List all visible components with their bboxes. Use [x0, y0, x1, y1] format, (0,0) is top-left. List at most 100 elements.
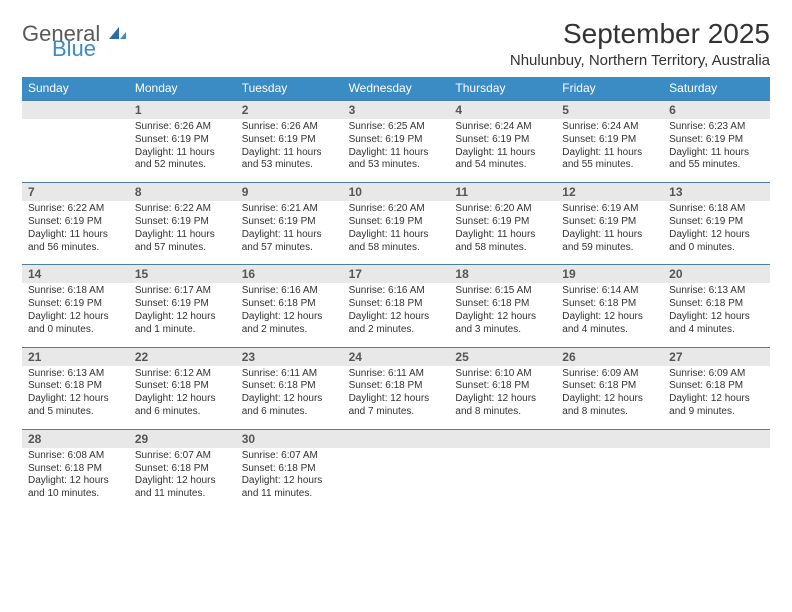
day-cell: Sunrise: 6:26 AMSunset: 6:19 PMDaylight:… [236, 119, 343, 182]
day-line: Sunset: 6:18 PM [242, 380, 339, 393]
day-cell: Sunrise: 6:08 AMSunset: 6:18 PMDaylight:… [22, 448, 129, 511]
day-line: Daylight: 12 hours [349, 393, 446, 406]
day-line: Sunrise: 6:17 AM [135, 285, 232, 298]
day-line: Daylight: 12 hours [349, 311, 446, 324]
day-line: Sunrise: 6:22 AM [28, 203, 125, 216]
day-line: Daylight: 12 hours [455, 311, 552, 324]
day-line: Sunset: 6:18 PM [242, 463, 339, 476]
day-line: Daylight: 11 hours [349, 147, 446, 160]
day-line: Sunrise: 6:13 AM [669, 285, 766, 298]
day-number: 27 [663, 348, 770, 366]
day-line: Sunrise: 6:16 AM [349, 285, 446, 298]
day-line: Daylight: 12 hours [562, 393, 659, 406]
day-number [22, 101, 129, 119]
day-number: 23 [236, 348, 343, 366]
day-cell: Sunrise: 6:24 AMSunset: 6:19 PMDaylight:… [449, 119, 556, 182]
day-line: and 8 minutes. [455, 406, 552, 419]
day-line: Daylight: 12 hours [455, 393, 552, 406]
day-cell: Sunrise: 6:13 AMSunset: 6:18 PMDaylight:… [22, 366, 129, 429]
day-cell: Sunrise: 6:17 AMSunset: 6:19 PMDaylight:… [129, 283, 236, 346]
day-line: and 4 minutes. [669, 324, 766, 337]
weekday-header: SundayMondayTuesdayWednesdayThursdayFrid… [22, 77, 770, 100]
day-line: and 54 minutes. [455, 159, 552, 172]
day-line: Daylight: 11 hours [562, 229, 659, 242]
day-number: 7 [22, 183, 129, 201]
day-number [556, 430, 663, 448]
day-cell: Sunrise: 6:14 AMSunset: 6:18 PMDaylight:… [556, 283, 663, 346]
day-line: Sunset: 6:19 PM [669, 134, 766, 147]
day-line: Sunrise: 6:11 AM [242, 368, 339, 381]
day-line: Sunrise: 6:20 AM [455, 203, 552, 216]
day-cell: Sunrise: 6:15 AMSunset: 6:18 PMDaylight:… [449, 283, 556, 346]
week-data-row: Sunrise: 6:22 AMSunset: 6:19 PMDaylight:… [22, 201, 770, 264]
day-cell: Sunrise: 6:26 AMSunset: 6:19 PMDaylight:… [129, 119, 236, 182]
day-cell [343, 448, 450, 511]
day-cell: Sunrise: 6:21 AMSunset: 6:19 PMDaylight:… [236, 201, 343, 264]
day-line: Sunset: 6:18 PM [455, 380, 552, 393]
day-line: Daylight: 12 hours [28, 311, 125, 324]
day-line: Sunset: 6:19 PM [135, 134, 232, 147]
day-number: 17 [343, 265, 450, 283]
day-cell: Sunrise: 6:16 AMSunset: 6:18 PMDaylight:… [236, 283, 343, 346]
day-number: 26 [556, 348, 663, 366]
day-cell: Sunrise: 6:20 AMSunset: 6:19 PMDaylight:… [343, 201, 450, 264]
day-line: Sunrise: 6:12 AM [135, 368, 232, 381]
day-line: Sunset: 6:19 PM [562, 134, 659, 147]
day-line: Daylight: 12 hours [669, 311, 766, 324]
day-line: and 55 minutes. [562, 159, 659, 172]
day-line: Sunrise: 6:10 AM [455, 368, 552, 381]
day-number: 12 [556, 183, 663, 201]
day-line: Daylight: 12 hours [242, 475, 339, 488]
day-line: and 58 minutes. [349, 242, 446, 255]
day-line: Daylight: 11 hours [455, 229, 552, 242]
week-data-row: Sunrise: 6:26 AMSunset: 6:19 PMDaylight:… [22, 119, 770, 182]
day-number: 28 [22, 430, 129, 448]
day-line: Daylight: 12 hours [135, 475, 232, 488]
day-line: Sunset: 6:19 PM [562, 216, 659, 229]
weekday-label: Thursday [449, 77, 556, 100]
day-line: and 7 minutes. [349, 406, 446, 419]
day-cell [449, 448, 556, 511]
day-line: Sunrise: 6:14 AM [562, 285, 659, 298]
day-line: Sunset: 6:19 PM [28, 216, 125, 229]
day-number: 21 [22, 348, 129, 366]
day-cell: Sunrise: 6:22 AMSunset: 6:19 PMDaylight:… [22, 201, 129, 264]
day-line: and 5 minutes. [28, 406, 125, 419]
day-number: 9 [236, 183, 343, 201]
day-line: and 10 minutes. [28, 488, 125, 501]
calendar-page: General Blue September 2025 Nhulunbuy, N… [0, 0, 792, 521]
day-cell: Sunrise: 6:07 AMSunset: 6:18 PMDaylight:… [129, 448, 236, 511]
day-line: Sunset: 6:18 PM [28, 380, 125, 393]
day-line: Sunrise: 6:20 AM [349, 203, 446, 216]
day-line: Sunrise: 6:22 AM [135, 203, 232, 216]
day-line: Sunset: 6:18 PM [242, 298, 339, 311]
day-number: 19 [556, 265, 663, 283]
day-cell: Sunrise: 6:10 AMSunset: 6:18 PMDaylight:… [449, 366, 556, 429]
weekday-label: Friday [556, 77, 663, 100]
daynum-row: 123456 [22, 100, 770, 119]
day-number: 30 [236, 430, 343, 448]
week-data-row: Sunrise: 6:18 AMSunset: 6:19 PMDaylight:… [22, 283, 770, 346]
daynum-row: 21222324252627 [22, 347, 770, 366]
day-line: Sunrise: 6:24 AM [562, 121, 659, 134]
day-line: and 4 minutes. [562, 324, 659, 337]
day-cell [22, 119, 129, 182]
day-line: Daylight: 12 hours [28, 393, 125, 406]
day-line: Sunset: 6:19 PM [242, 134, 339, 147]
day-line: and 59 minutes. [562, 242, 659, 255]
day-cell: Sunrise: 6:16 AMSunset: 6:18 PMDaylight:… [343, 283, 450, 346]
day-line: and 11 minutes. [135, 488, 232, 501]
calendar-grid: SundayMondayTuesdayWednesdayThursdayFrid… [22, 77, 770, 511]
day-line: Daylight: 11 hours [135, 147, 232, 160]
day-line: Sunrise: 6:09 AM [669, 368, 766, 381]
month-title: September 2025 [510, 18, 770, 50]
day-line: Sunrise: 6:13 AM [28, 368, 125, 381]
day-cell: Sunrise: 6:23 AMSunset: 6:19 PMDaylight:… [663, 119, 770, 182]
day-number: 11 [449, 183, 556, 201]
daynum-row: 14151617181920 [22, 264, 770, 283]
day-line: and 56 minutes. [28, 242, 125, 255]
day-line: and 9 minutes. [669, 406, 766, 419]
day-cell: Sunrise: 6:19 AMSunset: 6:19 PMDaylight:… [556, 201, 663, 264]
day-line: Daylight: 11 hours [669, 147, 766, 160]
day-line: and 2 minutes. [349, 324, 446, 337]
